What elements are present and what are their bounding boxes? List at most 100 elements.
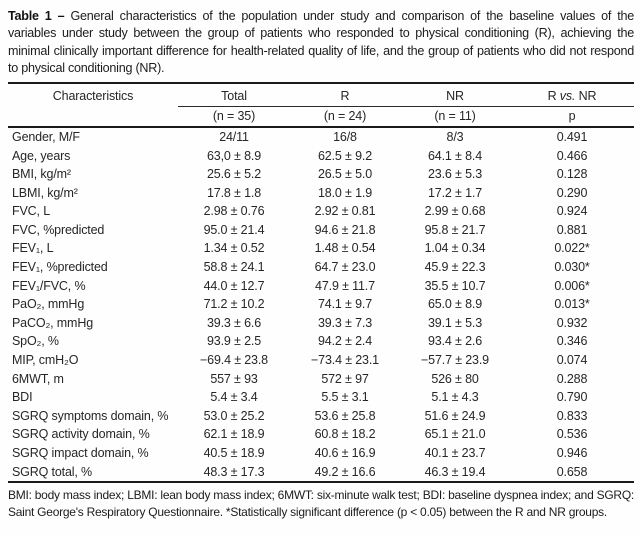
p-value: 0.074 bbox=[556, 353, 588, 368]
header-row-groups: Characteristics Total R NR R vs. NR bbox=[8, 82, 634, 107]
table-row: PaO₂, mmHg 71.2 ± 10.2 74.1 ± 9.7 65.0 ±… bbox=[8, 295, 634, 314]
r-value: 1.48 ± 0.54 bbox=[314, 241, 376, 256]
p-value: 0.013* bbox=[554, 297, 590, 312]
col-subheader-empty bbox=[8, 106, 178, 128]
header-row-n: (n = 35) (n = 24) (n = 11) p bbox=[8, 106, 634, 128]
total-value: 71.2 ± 10.2 bbox=[203, 297, 265, 312]
total-value: 25.6 ± 5.2 bbox=[206, 167, 261, 182]
col-subheader-nr-n: (n = 11) bbox=[400, 106, 510, 128]
r-value: 2.92 ± 0.81 bbox=[314, 204, 376, 219]
r-value: 60.8 ± 18.2 bbox=[314, 427, 376, 442]
table-row: BMI, kg/m² 25.6 ± 5.2 26.5 ± 5.0 23.6 ± … bbox=[8, 165, 634, 184]
row-label: Gender, M/F bbox=[12, 129, 80, 144]
nr-value: 35.5 ± 10.7 bbox=[424, 278, 486, 293]
nr-value: 5.1 ± 4.3 bbox=[431, 390, 479, 405]
total-value: 5.4 ± 3.4 bbox=[210, 390, 258, 405]
caption-label: Table 1 – bbox=[8, 9, 65, 23]
total-value: 24/11 bbox=[219, 129, 249, 144]
p-value: 0.006* bbox=[554, 278, 590, 293]
total-value: 93.9 ± 2.5 bbox=[206, 334, 261, 349]
r-vs-nr-left: R bbox=[547, 88, 557, 103]
r-value: −73.4 ± 23.1 bbox=[311, 353, 379, 368]
r-value: 53.6 ± 25.8 bbox=[314, 408, 376, 423]
nr-value: 51.6 ± 24.9 bbox=[424, 408, 486, 423]
table-row: SGRQ symptoms domain, % 53.0 ± 25.2 53.6… bbox=[8, 407, 634, 426]
table-row: Gender, M/F 24/11 16/8 8/3 0.491 bbox=[8, 127, 634, 147]
col-subheader-total-n: (n = 35) bbox=[178, 106, 290, 128]
row-label: FEV₁, L bbox=[12, 241, 54, 256]
total-value: 1.34 ± 0.52 bbox=[203, 241, 265, 256]
total-value: 62.1 ± 18.9 bbox=[203, 427, 265, 442]
table-row: MIP, cmH₂O −69.4 ± 23.8 −73.4 ± 23.1 −57… bbox=[8, 351, 634, 370]
r-value: 94.6 ± 21.8 bbox=[314, 222, 376, 237]
nr-value: 40.1 ± 23.7 bbox=[424, 446, 486, 461]
nr-value: −57.7 ± 23.9 bbox=[421, 353, 489, 368]
nr-value: 8/3 bbox=[446, 129, 464, 144]
total-value: 39.3 ± 6.6 bbox=[206, 315, 261, 330]
p-value: 0.346 bbox=[556, 334, 588, 349]
r-value: 74.1 ± 9.7 bbox=[317, 297, 372, 312]
p-value: 0.290 bbox=[556, 185, 588, 200]
row-label: SGRQ symptoms domain, % bbox=[12, 408, 169, 423]
table-row: PaCO₂, mmHg 39.3 ± 6.6 39.3 ± 7.3 39.1 ±… bbox=[8, 314, 634, 333]
table-footnote: BMI: body mass index; LBMI: lean body ma… bbox=[8, 487, 634, 519]
p-value: 0.491 bbox=[556, 129, 588, 144]
table-row: SGRQ impact domain, % 40.5 ± 18.9 40.6 ±… bbox=[8, 444, 634, 463]
characteristics-table: Characteristics Total R NR R vs. NR (n =… bbox=[8, 81, 634, 483]
total-value: 53.0 ± 25.2 bbox=[203, 408, 265, 423]
p-value: 0.946 bbox=[556, 446, 588, 461]
col-header-r-vs-nr: R vs. NR bbox=[510, 82, 634, 107]
caption-text: General characteristics of the populatio… bbox=[8, 9, 634, 76]
p-value: 0.658 bbox=[556, 464, 588, 479]
table-row: SpO₂, % 93.9 ± 2.5 94.2 ± 2.4 93.4 ± 2.6… bbox=[8, 332, 634, 351]
p-value: 0.466 bbox=[556, 148, 588, 163]
p-value: 0.932 bbox=[556, 315, 588, 330]
col-subheader-r-n: (n = 24) bbox=[290, 106, 400, 128]
table-row: 6MWT, m 557 ± 93 572 ± 97 526 ± 80 0.288 bbox=[8, 369, 634, 388]
p-value: 0.128 bbox=[556, 167, 588, 182]
table-row: SGRQ total, % 48.3 ± 17.3 49.2 ± 16.6 46… bbox=[8, 462, 634, 482]
total-value: 17.8 ± 1.8 bbox=[206, 185, 261, 200]
nr-value: 93.4 ± 2.6 bbox=[427, 334, 482, 349]
table-row: Age, years 63,0 ± 8.9 62.5 ± 9.2 64.1 ± … bbox=[8, 146, 634, 165]
r-value: 94.2 ± 2.4 bbox=[317, 334, 372, 349]
r-value: 39.3 ± 7.3 bbox=[317, 315, 372, 330]
nr-value: 65.0 ± 8.9 bbox=[427, 297, 482, 312]
r-value: 16/8 bbox=[333, 129, 357, 144]
table-row: BDI 5.4 ± 3.4 5.5 ± 3.1 5.1 ± 4.3 0.790 bbox=[8, 388, 634, 407]
col-header-total: Total bbox=[178, 82, 290, 107]
row-label: MIP, cmH₂O bbox=[12, 353, 79, 368]
p-value: 0.881 bbox=[556, 222, 588, 237]
p-value: 0.790 bbox=[556, 390, 588, 405]
r-value: 40.6 ± 16.9 bbox=[314, 446, 376, 461]
table-row: SGRQ activity domain, % 62.1 ± 18.9 60.8… bbox=[8, 425, 634, 444]
col-header-nr: NR bbox=[400, 82, 510, 107]
row-label: SGRQ activity domain, % bbox=[12, 427, 150, 442]
total-value: 58.8 ± 24.1 bbox=[203, 260, 265, 275]
p-value: 0.288 bbox=[556, 371, 588, 386]
r-vs-nr-right: NR bbox=[578, 88, 597, 103]
nr-value: 45.9 ± 22.3 bbox=[424, 260, 486, 275]
total-value: 48.3 ± 17.3 bbox=[203, 464, 265, 479]
nr-value: 39.1 ± 5.3 bbox=[427, 315, 482, 330]
total-value: 95.0 ± 21.4 bbox=[203, 222, 265, 237]
table-row: FVC, L 2.98 ± 0.76 2.92 ± 0.81 2.99 ± 0.… bbox=[8, 202, 634, 221]
row-label: SpO₂, % bbox=[12, 334, 59, 349]
total-value: 557 ± 93 bbox=[210, 371, 258, 386]
table-header: Characteristics Total R NR R vs. NR (n =… bbox=[8, 82, 634, 128]
nr-value: 46.3 ± 19.4 bbox=[424, 464, 486, 479]
nr-value: 64.1 ± 8.4 bbox=[427, 148, 482, 163]
p-value: 0.030* bbox=[554, 260, 590, 275]
row-label: FEV₁/FVC, % bbox=[12, 278, 86, 293]
r-value: 62.5 ± 9.2 bbox=[317, 148, 372, 163]
row-label: FEV₁, %predicted bbox=[12, 260, 108, 275]
total-value: 44.0 ± 12.7 bbox=[203, 278, 265, 293]
total-value: 2.98 ± 0.76 bbox=[203, 204, 265, 219]
table-row: FEV₁, L 1.34 ± 0.52 1.48 ± 0.54 1.04 ± 0… bbox=[8, 239, 634, 258]
p-value: 0.022* bbox=[554, 241, 590, 256]
row-label: 6MWT, m bbox=[12, 371, 64, 386]
nr-value: 1.04 ± 0.34 bbox=[424, 241, 486, 256]
r-value: 5.5 ± 3.1 bbox=[321, 390, 369, 405]
r-value: 572 ± 97 bbox=[321, 371, 369, 386]
nr-value: 23.6 ± 5.3 bbox=[427, 167, 482, 182]
